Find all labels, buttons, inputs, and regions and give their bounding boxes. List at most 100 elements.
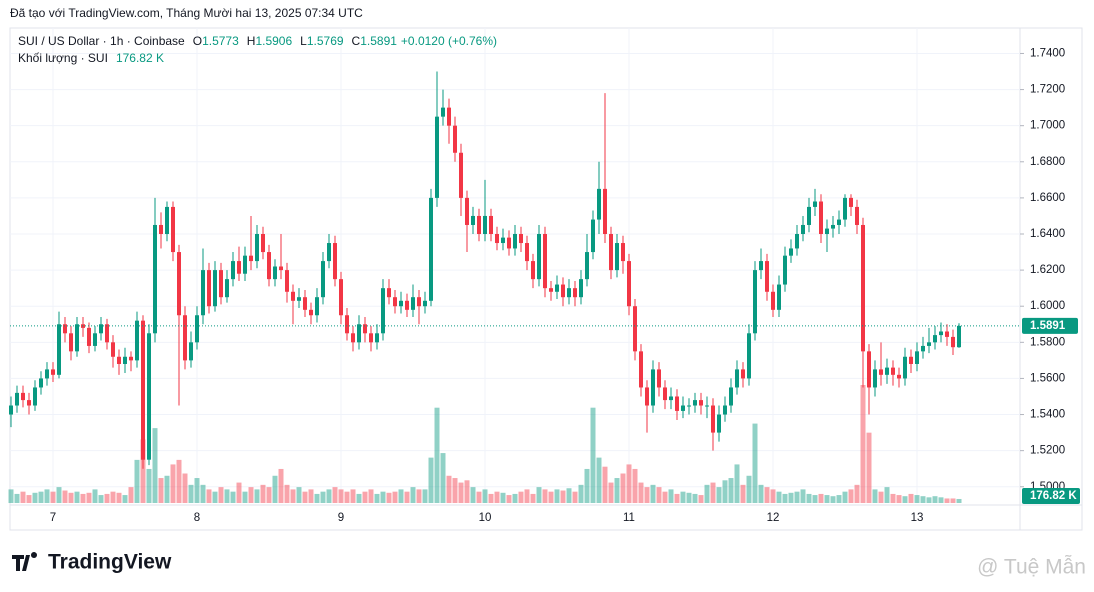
volume-bar xyxy=(242,491,248,503)
volume-bar xyxy=(494,491,500,503)
candle-body xyxy=(723,405,727,415)
volume-bar xyxy=(122,495,128,503)
volume-axis-label: 176.82 K xyxy=(1030,490,1077,502)
y-tick-label: 1.7000 xyxy=(1030,120,1065,132)
volume-bar xyxy=(218,487,224,503)
volume-bar xyxy=(566,488,572,503)
x-tick-label: 8 xyxy=(194,512,200,524)
ohlc-value: 1.5773 xyxy=(202,34,239,48)
volume-bar xyxy=(650,484,656,503)
candle-body xyxy=(873,369,877,388)
candle-body xyxy=(591,219,595,253)
candle-body xyxy=(39,378,43,388)
candle-body xyxy=(387,288,391,298)
candle-body xyxy=(813,201,817,207)
candle-body xyxy=(321,261,325,298)
y-tick-label: 1.7400 xyxy=(1030,48,1065,60)
candle-body xyxy=(123,356,127,364)
volume-bar xyxy=(146,468,152,503)
candle-body xyxy=(663,387,667,401)
volume-bar xyxy=(680,491,686,503)
candle-body xyxy=(375,333,379,343)
candle-body xyxy=(507,237,511,249)
volume-bar xyxy=(410,487,416,503)
volume-bar xyxy=(152,428,158,503)
candle-body xyxy=(237,261,241,274)
volume-bar xyxy=(98,495,104,503)
candle-body xyxy=(651,369,655,406)
volume-bar xyxy=(38,491,44,503)
volume-bar xyxy=(350,489,356,503)
volume-bar xyxy=(596,457,602,503)
candle-body xyxy=(831,224,835,229)
volume-bar xyxy=(332,487,338,503)
candle-body xyxy=(903,356,907,379)
volume-bar xyxy=(896,495,902,503)
y-tick-label: 1.7200 xyxy=(1030,84,1065,96)
volume-bar xyxy=(452,478,458,503)
volume-bar xyxy=(872,489,878,503)
candle-body xyxy=(795,234,799,249)
y-tick-label: 1.6400 xyxy=(1030,228,1065,240)
volume-bar xyxy=(212,491,218,503)
candle-body xyxy=(753,270,757,334)
volume-bar xyxy=(500,492,506,503)
candle-body xyxy=(711,405,715,433)
volume-bar xyxy=(158,478,164,503)
volume-bar xyxy=(938,497,944,503)
axis-layer: 1.50001.52001.54001.56001.58001.60001.62… xyxy=(10,48,1080,524)
volume-bar xyxy=(68,492,74,503)
x-tick-label: 12 xyxy=(767,512,780,524)
volume-bar xyxy=(254,489,260,503)
volume-bar xyxy=(344,491,350,503)
candle-body xyxy=(945,331,949,337)
volume-bar xyxy=(806,493,812,503)
volume-bar xyxy=(800,489,806,503)
candle-body xyxy=(783,255,787,285)
candle-body xyxy=(177,252,181,316)
candle-body xyxy=(381,288,385,334)
volume-bar xyxy=(818,493,824,503)
volume-bar xyxy=(956,498,962,503)
volume-bar xyxy=(710,482,716,503)
candle-body xyxy=(405,300,409,310)
candle-body xyxy=(453,125,457,153)
volume-bar xyxy=(674,493,680,503)
candle-body xyxy=(441,107,445,117)
brand-logo: TradingView xyxy=(12,551,172,574)
candle-body xyxy=(351,333,355,343)
candle-body xyxy=(9,405,13,415)
candle-body xyxy=(303,297,307,310)
y-tick-label: 1.6000 xyxy=(1030,300,1065,312)
volume-bar xyxy=(776,491,782,503)
candle-body xyxy=(63,324,67,334)
candle-body xyxy=(57,324,61,375)
volume-bar xyxy=(140,439,146,503)
last-price-label: 1.5891 xyxy=(1030,320,1066,332)
candle-body xyxy=(525,243,529,262)
candle-body xyxy=(243,255,247,274)
symbol-title: SUI / US Dollar · 1h · Coinbase xyxy=(18,34,185,48)
candle-body xyxy=(789,248,793,256)
candle-body xyxy=(555,284,559,292)
candle-body xyxy=(189,342,193,361)
candle-body xyxy=(147,333,151,460)
volume-bar xyxy=(698,495,704,503)
volume-bar xyxy=(404,491,410,503)
candle-body xyxy=(825,228,829,235)
volume-bar xyxy=(758,484,764,503)
y-tick-label: 1.6200 xyxy=(1030,264,1065,276)
candle-body xyxy=(327,243,331,262)
volume-bar xyxy=(512,493,518,503)
volume-bar xyxy=(206,489,212,503)
x-tick-label: 9 xyxy=(338,512,344,524)
volume-bar xyxy=(356,493,362,503)
candle-body xyxy=(315,297,319,316)
candle-body xyxy=(801,224,805,235)
volume-bar xyxy=(266,487,272,503)
volume-bar xyxy=(482,489,488,503)
candle-body xyxy=(309,309,313,316)
candle-body xyxy=(957,325,961,348)
volume-bar xyxy=(914,495,920,503)
volume-bar xyxy=(536,487,542,503)
